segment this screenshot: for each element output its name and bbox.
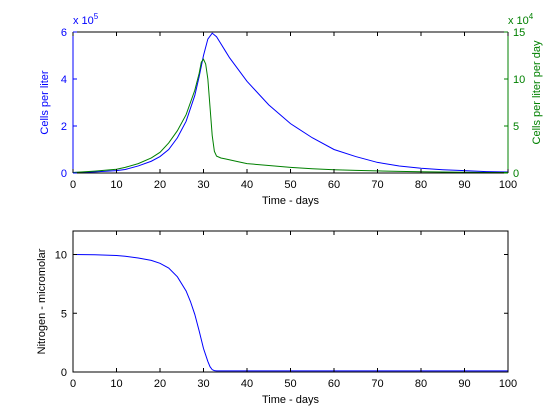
right-y-tick-label: 0 [513, 168, 519, 180]
right-axis-scale-factor: x 104 [508, 12, 534, 27]
left-axis-scale-base: x 10 [73, 15, 94, 27]
left-y-tick-label: 2 [61, 121, 67, 133]
x-tick-label: 90 [458, 179, 470, 191]
right-y-tick-label: 10 [513, 74, 525, 86]
y-tick-label: 0 [61, 367, 67, 379]
right-y-axis-label: Cells per liter per day [531, 40, 543, 144]
right-y-tick-label: 15 [513, 27, 525, 39]
x-tick-label: 100 [499, 179, 517, 191]
series-line [72, 254, 508, 372]
x-tick-label: 80 [415, 179, 427, 191]
x-tick-label: 70 [371, 179, 383, 191]
x-tick-label: 10 [110, 378, 122, 390]
plot-area [73, 231, 508, 372]
x-tick-label: 100 [499, 378, 517, 390]
left-axis-scale-factor: x 105 [73, 12, 99, 27]
series-line-left-axis [72, 32, 509, 174]
x-tick-label: 60 [328, 179, 340, 191]
y-axis-label: Nitrogen - micromolar [36, 248, 48, 354]
plot-area [73, 32, 508, 173]
right-axis-scale-exponent: 4 [529, 12, 534, 21]
x-tick-label: 0 [70, 179, 76, 191]
x-tick-label: 40 [241, 378, 253, 390]
bottom-plot: 0 10 20 30 40 50 60 70 80 90 100 Time - days 0 5 10 Nit… [36, 230, 517, 406]
y-tick-label: 10 [55, 250, 67, 262]
x-tick-label: 80 [415, 378, 427, 390]
x-tick-label: 50 [284, 378, 296, 390]
x-tick-label: 40 [241, 179, 253, 191]
x-axis-label: Time - days [262, 394, 320, 406]
left-y-tick-label: 0 [61, 168, 67, 180]
x-tick-label: 30 [197, 179, 209, 191]
x-tick-label: 10 [110, 179, 122, 191]
x-tick-label: 30 [197, 378, 209, 390]
x-tick-label: 60 [328, 378, 340, 390]
x-axis-label: Time - days [262, 195, 320, 207]
x-tick-label: 70 [371, 378, 383, 390]
x-tick-label: 50 [284, 179, 296, 191]
left-axis-scale-exponent: 5 [94, 12, 99, 21]
left-y-axis-label: Cells per liter [39, 70, 51, 135]
x-tick-label: 0 [70, 378, 76, 390]
x-tick-label: 90 [458, 378, 470, 390]
y-tick-label: 5 [61, 308, 67, 320]
series-line-right-axis [72, 58, 509, 174]
x-tick-label: 20 [154, 179, 166, 191]
right-axis-scale-base: x 10 [508, 15, 529, 27]
x-tick-label: 20 [154, 378, 166, 390]
left-y-tick-label: 6 [61, 27, 67, 39]
left-y-tick-label: 4 [61, 74, 67, 86]
right-y-tick-label: 5 [513, 121, 519, 133]
